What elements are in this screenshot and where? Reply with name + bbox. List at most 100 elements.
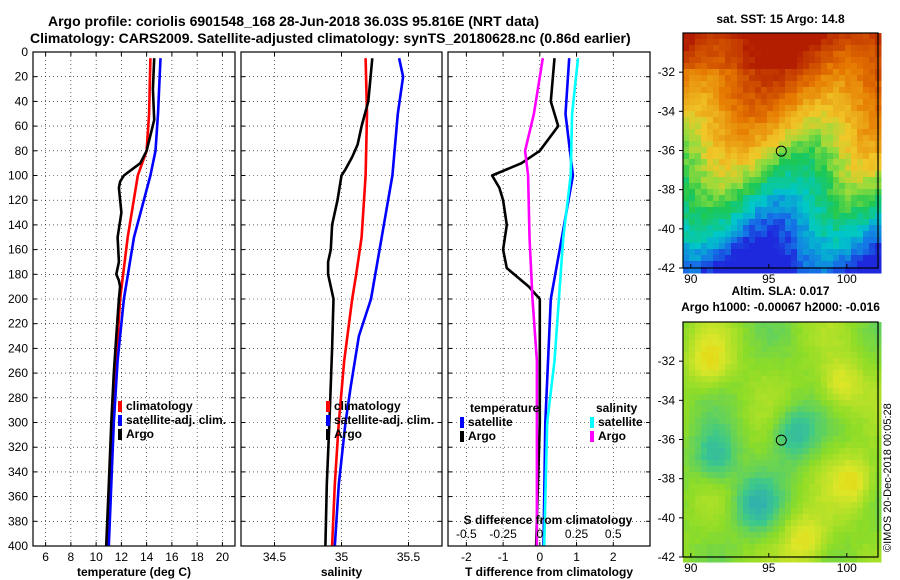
top-x-tick-label: -0.25 xyxy=(489,527,517,541)
map-lat-label: -32 xyxy=(658,65,676,79)
legend-label-satellite-adj-clim-: satellite-adj. clim. xyxy=(334,413,434,427)
legend-swatch xyxy=(326,401,330,412)
y-tick-label: 120 xyxy=(8,193,28,207)
map-lat-label: -42 xyxy=(658,550,676,564)
map-lon-label: 95 xyxy=(762,561,776,575)
series-line-argo xyxy=(104,58,156,547)
y-tick-label: 100 xyxy=(8,169,28,183)
profile-panel-1: 6 8 10 12 14 16 18 20 temperature (deg C) xyxy=(32,51,236,579)
sla-map-subtitle: Argo h1000: -0.00067 h2000: -0.016 xyxy=(681,300,880,314)
y-tick-label: 180 xyxy=(8,267,28,281)
y-tick-label: 280 xyxy=(8,391,28,405)
x-tick-label: 10 xyxy=(89,550,103,564)
legend-swatch xyxy=(590,431,594,442)
map-lat-label: -34 xyxy=(658,393,676,407)
y-tick-label: 360 xyxy=(8,490,28,504)
legend-label-temp-argo: Argo xyxy=(468,429,496,443)
legend-label-sal-argo: Argo xyxy=(598,429,626,443)
x-axis-label: salinity xyxy=(321,565,363,579)
y-tick-label: 160 xyxy=(8,243,28,257)
argo-location-marker xyxy=(775,145,787,157)
legend-label-temp-satellite: satellite xyxy=(468,415,513,429)
sla-map-title: Altim. SLA: 0.017 xyxy=(731,284,829,298)
y-tick-label: 200 xyxy=(8,292,28,306)
map-lat-label: -32 xyxy=(658,354,676,368)
legend-swatch xyxy=(118,401,122,412)
map-lon-label: 95 xyxy=(762,272,776,286)
x-axis-label: temperature (deg C) xyxy=(77,565,191,579)
imos-timestamp: ©IMOS 20-Dec-2018 00:05:28 xyxy=(882,403,894,552)
legend-label-satellite-adj-clim-: satellite-adj. clim. xyxy=(126,413,226,427)
x-tick-label: -2 xyxy=(461,550,472,564)
legend-label-climatology: climatology xyxy=(126,399,193,413)
legend-swatch xyxy=(590,417,594,428)
map-lon-label: 90 xyxy=(684,561,698,575)
top-axis-label: S difference from climatology xyxy=(464,513,633,527)
legend-label-climatology: climatology xyxy=(334,399,401,413)
y-tick-label: 140 xyxy=(8,218,28,232)
map-lat-label: -38 xyxy=(658,183,676,197)
series-line-temperature-satellite xyxy=(542,58,575,547)
sla-map: 90 95 100 -32 -34 -36 -38 -40 -42 Altim. SLA: 0.0… xyxy=(658,284,882,575)
map-lon-label: 90 xyxy=(684,272,698,286)
x-tick-label: 35.5 xyxy=(397,550,421,564)
y-tick-label: 320 xyxy=(8,440,28,454)
top-x-tick-label: -0.5 xyxy=(456,527,477,541)
legend-label-argo: Argo xyxy=(334,427,362,441)
legend-panel-3: temperature salinitysatelliteArgosatellit… xyxy=(456,401,643,541)
x-tick-label: 16 xyxy=(165,550,179,564)
series-line-satellite-adj-clim- xyxy=(107,58,162,547)
legend-label-sal-satellite: satellite xyxy=(598,415,643,429)
y-tick-label: 0 xyxy=(21,45,28,59)
y-tick-label: 400 xyxy=(8,539,28,553)
series-line-satellite-adj-clim- xyxy=(333,57,405,547)
y-tick-label: 340 xyxy=(8,465,28,479)
legend-swatch xyxy=(460,417,464,428)
series-line-temperature-argo xyxy=(490,58,560,547)
legend-title-salinity: salinity xyxy=(596,401,638,415)
y-tick-label: 240 xyxy=(8,341,28,355)
legend-swatch xyxy=(326,429,330,440)
x-tick-label: 34.5 xyxy=(263,550,287,564)
y-tick-label: 20 xyxy=(15,70,29,84)
map-lat-label: -38 xyxy=(658,472,676,486)
series-line-climatology xyxy=(106,58,152,547)
map-lat-label: -40 xyxy=(658,511,676,525)
x-tick-label: 14 xyxy=(140,550,154,564)
top-x-tick-label: 0 xyxy=(536,527,543,541)
map-lat-label: -42 xyxy=(658,261,676,275)
x-tick-label: 6 xyxy=(42,550,49,564)
y-tick-label: 220 xyxy=(8,317,28,331)
argo-location-marker xyxy=(775,434,787,446)
legend-swatch xyxy=(460,431,464,442)
map-lat-label: -34 xyxy=(658,104,676,118)
y-tick-label: 380 xyxy=(8,514,28,528)
sst-map: 90 95 100 -32 -34 -36 -38 -40 -42 sat. SST: 15 Ar… xyxy=(658,12,882,286)
series-line-climatology xyxy=(330,58,369,547)
x-tick-label: 1 xyxy=(573,550,580,564)
map-lat-label: -40 xyxy=(658,222,676,236)
x-tick-label: 8 xyxy=(68,550,75,564)
x-axis-label: T difference from climatology xyxy=(465,565,633,579)
map-lon-label: 100 xyxy=(837,272,857,286)
legend-title-temperature: temperature xyxy=(470,401,540,415)
x-tick-label: 35 xyxy=(335,550,349,564)
y-tick-label: 300 xyxy=(8,416,28,430)
series-line-salinity-satellite xyxy=(542,58,580,547)
series-line-salinity-argo xyxy=(523,57,545,546)
legend-swatch xyxy=(326,415,330,426)
legend-swatch xyxy=(118,415,122,426)
profile-panel-2: 34.5 35 35.5 salinity xyxy=(240,51,443,579)
figure-title-line2: Climatology: CARS2009. Satellite-adjuste… xyxy=(30,30,631,46)
x-tick-label: 12 xyxy=(115,550,129,564)
figure-title-line1: Argo profile: coriolis 6901548_168 28-Ju… xyxy=(48,13,540,29)
y-tick-label: 260 xyxy=(8,366,28,380)
top-x-tick-label: 0.5 xyxy=(605,527,622,541)
profile-panel-3: -2 -1 0 1 2T difference from climatology xyxy=(447,51,651,579)
legend-swatch xyxy=(118,429,122,440)
map-lon-label: 100 xyxy=(837,561,857,575)
x-tick-label: 2 xyxy=(610,550,617,564)
x-tick-label: 20 xyxy=(216,550,230,564)
